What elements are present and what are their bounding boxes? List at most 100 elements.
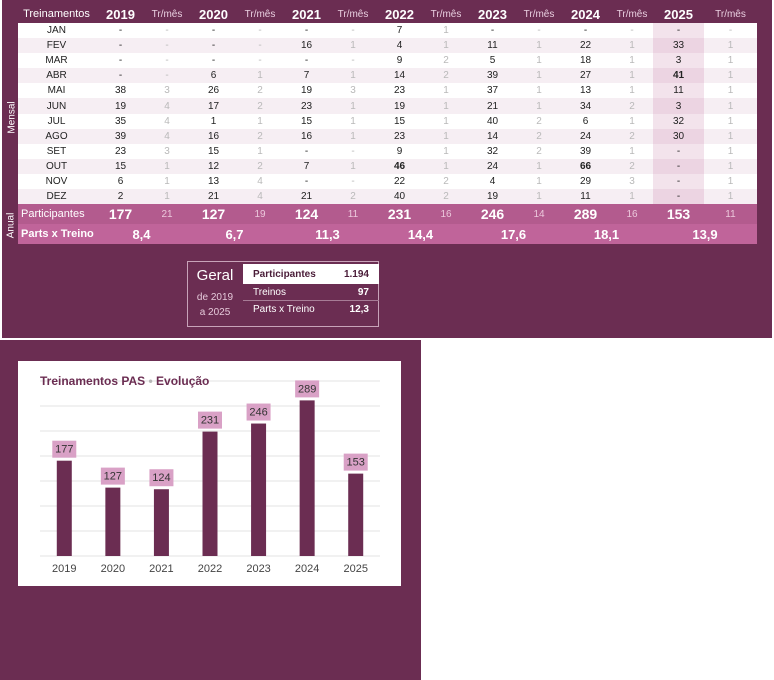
tr-mes-cell: 3 [332,83,374,99]
bar-chart: 177 2019 127 2020 124 2021 231 2022 246 2023 289 20… [40,380,380,575]
bar [251,423,267,556]
value-cell: - [281,53,332,69]
tr-mes-cell: 1 [146,173,188,190]
tr-mes-cell: 3 [146,83,188,99]
x-tick-label: 2021 [149,563,173,575]
data-label-bg [246,403,271,421]
tr-mes-cell: - [146,53,188,69]
chart-card: 177 2019 127 2020 124 2021 231 2022 246 2023 289 20… [18,361,401,586]
tr-mes-cell: 1 [518,98,560,114]
tr-mes-cell: 2 [518,143,560,159]
tr-mes-cell: 1 [425,98,467,114]
value-cell: - [188,53,239,69]
tr-mes-cell: 1 [704,53,757,69]
value-cell: 7 [281,68,332,84]
month-cell: OUT [18,158,95,174]
participantes-value-cell: 246 [467,204,518,225]
tr-mes-cell: 2 [425,189,467,205]
participantes-tr-cell: 16 [611,204,653,225]
tr-mes-cell: 1 [425,113,467,129]
value-cell: 9 [374,143,425,159]
value-cell: - [281,173,332,190]
value-cell: 16 [188,128,239,144]
value-cell: 22 [560,38,611,54]
geral-row-treinos: Treinos 97 [243,284,379,301]
bar [348,473,364,556]
value-cell: 2 [95,189,146,205]
tr-mes-cell: 1 [518,173,560,190]
participantes-tr-cell: 11 [704,204,757,225]
participantes-value-cell: 289 [560,204,611,225]
value-cell: - [653,23,704,39]
data-label-bg [295,380,320,398]
value-cell: 46 [374,158,425,174]
chart-title-separator: • [148,374,153,388]
tr-mes-cell: 2 [518,128,560,144]
value-cell: 19 [95,98,146,114]
data-label: 289 [298,383,316,395]
tr-mes-cell: 1 [332,113,374,129]
table-row: ABR - -6 1 7 1 14 2 39 1 27 1 41 1 [18,68,757,84]
tr-mes-cell: 1 [611,38,653,54]
tr-mes-cell: 1 [704,113,757,129]
data-label-bg [149,469,174,487]
participantes-value-cell: 177 [95,204,146,225]
data-label: 246 [249,407,267,419]
tr-mes-cell: 1 [518,68,560,84]
table-row: JAN - - - - - -7 1- - - - - - [18,23,757,39]
tr-mes-cell: 2 [611,128,653,144]
value-cell: 39 [95,128,146,144]
participantes-label: Participantes [18,204,95,225]
table-row: DEZ 2 1 21 4 21 2 40 2 19 1 11 1-1 [18,189,757,205]
tr-mes-cell: 2 [425,53,467,69]
value-cell: 21 [281,189,332,205]
participantes-tr-cell: 14 [518,204,560,225]
tr-mes-cell: - [239,23,281,39]
value-cell: - [653,143,704,159]
geral-row-participantes: Participantes 1.194 [243,264,379,284]
value-cell: 39 [467,68,518,84]
chart-title-sub: Evolução [156,374,210,388]
x-tick-label: 2025 [343,563,367,575]
participantes-value-cell: 127 [188,204,239,225]
training-table-panel: Mensal Anual Treinamentos 2019 Tr/mês 20… [2,0,772,338]
tr-mes-cell: 1 [704,98,757,114]
tr-mes-cell: 1 [704,143,757,159]
value-cell: 30 [653,128,704,144]
value-cell: 15 [95,158,146,174]
geral-header: Geral de 2019 a 2025 [188,262,242,326]
tr-mes-cell: 1 [146,189,188,205]
month-cell: JUN [18,98,95,114]
value-cell: - [188,38,239,54]
data-label-bg [198,411,222,429]
value-cell: 7 [281,158,332,174]
value-cell: 4 [374,38,425,54]
tr-mes-cell: 1 [518,158,560,174]
tr-mes-cell: 1 [611,83,653,99]
chart-title-main: Treinamentos PAS [40,374,146,388]
geral-summary-box: Geral de 2019 a 2025 Participantes 1.194… [187,261,379,327]
x-tick-label: 2023 [246,563,270,575]
header-year: 2024 [560,5,611,23]
tr-mes-cell: 1 [611,189,653,205]
data-label: 153 [347,457,365,469]
table-row: JUL 35 4 1 1 15 1 15 1 40 2 6 1 32 1 [18,113,757,129]
tr-mes-cell: 2 [332,189,374,205]
parts-treino-value-cell: 17,6 [467,224,560,245]
parts-treino-value-cell: 6,7 [188,224,281,245]
parts-treino-value-cell: 18,1 [560,224,653,245]
table-row: OUT 15 1 12 2 7 1 46 1 24 1 66 2-1 [18,158,757,174]
value-cell: 27 [560,68,611,84]
value-cell: 6 [188,68,239,84]
table-row: SET 23 3 15 1- -9 1 32 2 39 1-1 [18,143,757,159]
data-label: 177 [55,444,73,456]
value-cell: 37 [467,83,518,99]
tr-mes-cell: 1 [518,53,560,69]
header-tr-mes: Tr/mês [518,5,560,23]
tr-mes-cell: 2 [425,68,467,84]
value-cell: 13 [560,83,611,99]
header-tr-mes: Tr/mês [704,5,757,23]
value-cell: 23 [374,128,425,144]
value-cell: - [95,68,146,84]
tr-mes-cell: 1 [611,68,653,84]
